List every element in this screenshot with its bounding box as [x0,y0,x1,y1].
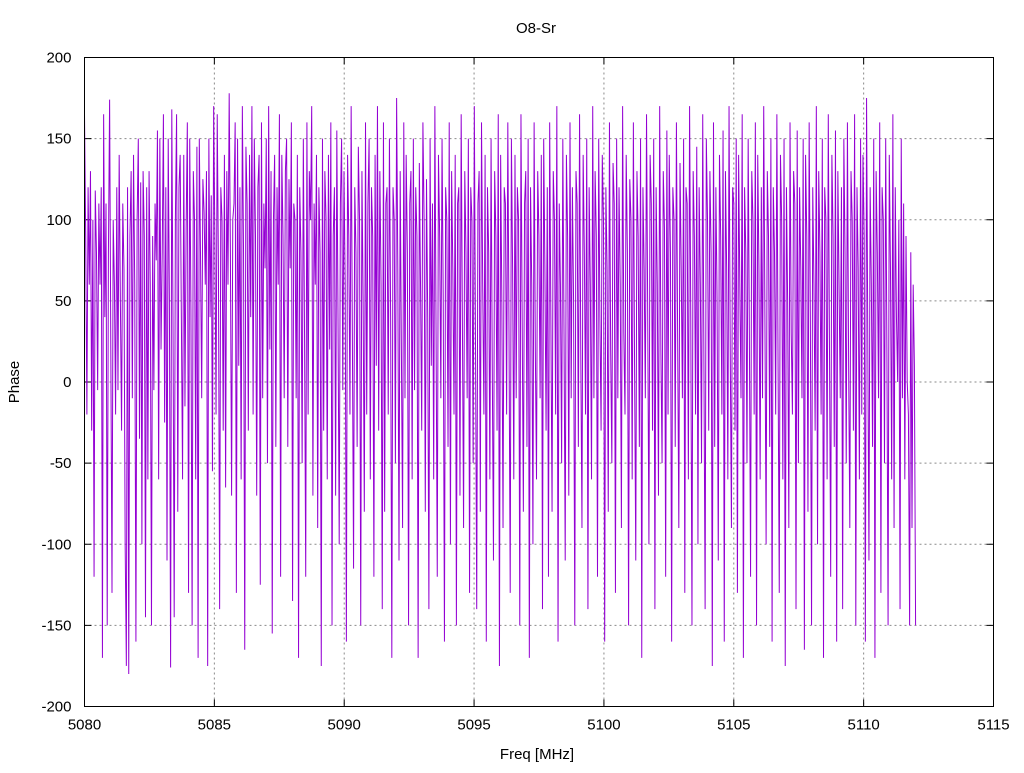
y-tick-label: 150 [46,131,71,148]
x-tick-label: 5095 [457,717,490,734]
x-tick-label: 5085 [198,717,231,734]
series-layer [84,93,917,675]
y-tick-label: 100 [46,212,71,229]
y-axis-label: Phase [6,361,23,404]
y-tick-label: 50 [55,293,72,310]
grid-layer [84,57,994,707]
phase-series-line [84,93,917,675]
y-tick-label: 0 [63,374,71,391]
chart-title: O8-Sr [516,20,556,37]
y-tick-label: -100 [41,536,71,553]
x-axis-label: Freq [MHz] [500,746,574,763]
x-tick-label: 5080 [68,717,101,734]
y-tick-label: -150 [41,617,71,634]
y-tick-label: -200 [41,699,71,716]
axis-layer: 5080 5085 5090 5095 5100 5105 5110 5115 -200 -150… [41,50,1009,734]
y-tick-label: -50 [50,455,72,472]
x-tick-label: 5100 [587,717,620,734]
plot-frame [84,57,994,707]
y-tick-label: 200 [46,50,71,67]
x-tick-label: 5105 [717,717,750,734]
x-tick-label: 5090 [328,717,361,734]
x-tick-label: 5110 [848,717,880,734]
x-tick-label: 5115 [977,717,1009,734]
